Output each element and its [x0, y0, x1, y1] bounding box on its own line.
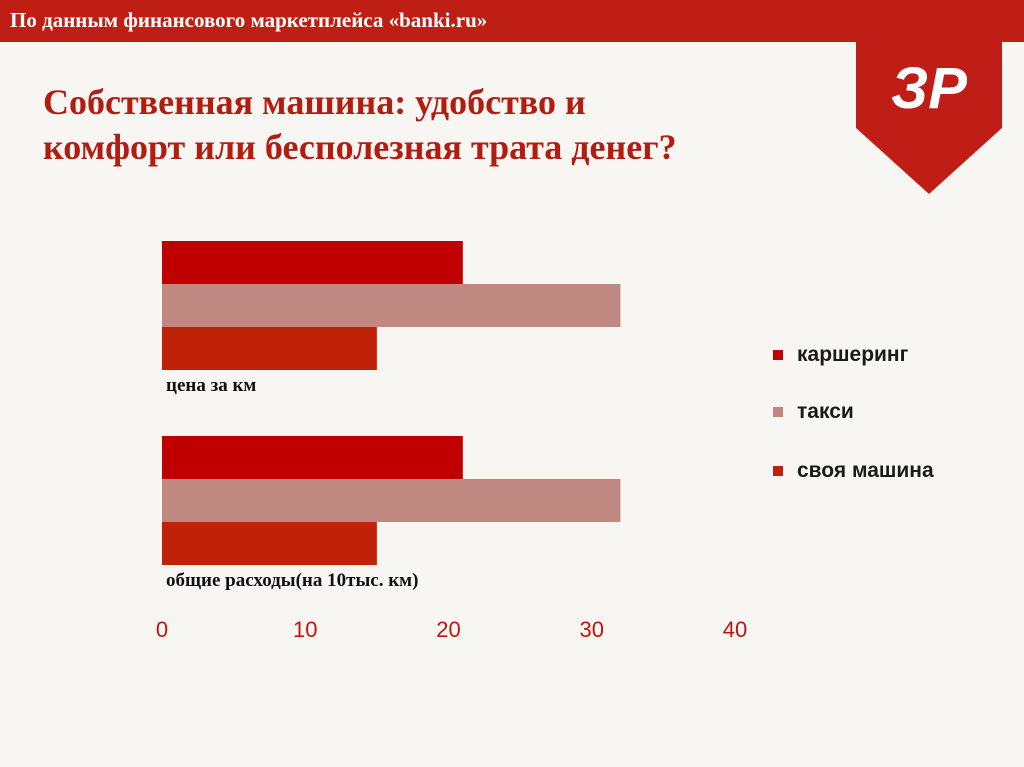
bar-каршеринг-0: [162, 436, 463, 479]
legend-label: каршеринг: [797, 343, 909, 366]
x-tick-label: 10: [293, 617, 317, 642]
x-tick-label: 40: [723, 617, 747, 642]
x-tick-label: 0: [156, 617, 168, 642]
x-tick-label: 30: [580, 617, 604, 642]
logo-shape: [856, 36, 1002, 194]
top-banner: По данным финансового маркетплейса «bank…: [0, 0, 1024, 42]
bar-своя-машина-0: [162, 522, 377, 565]
x-tick-label: 20: [436, 617, 460, 642]
logo-text: ЗР: [891, 56, 967, 121]
legend-swatch: [773, 350, 783, 360]
zr-logo: ЗР: [856, 36, 1002, 194]
page-title-line-2: комфорт или бесполезная трата денег?: [43, 127, 677, 167]
legend-swatch: [773, 466, 783, 476]
bar-такси-0: [162, 479, 621, 522]
bar-каршеринг-1: [162, 241, 463, 284]
page-title: Собственная машина: удобство и комфорт и…: [43, 80, 823, 170]
bar-такси-1: [162, 284, 621, 327]
legend-label: своя машина: [797, 459, 934, 482]
category-label-0: общие расходы(на 10тыс. км): [166, 570, 418, 591]
category-label-1: цена за км: [166, 375, 256, 396]
legend-label: такси: [797, 400, 854, 423]
page-title-line-1: Собственная машина: удобство и: [43, 82, 586, 122]
legend-swatch: [773, 407, 783, 417]
banner-text: По данным финансового маркетплейса «bank…: [10, 8, 488, 32]
bar-своя-машина-1: [162, 327, 377, 370]
